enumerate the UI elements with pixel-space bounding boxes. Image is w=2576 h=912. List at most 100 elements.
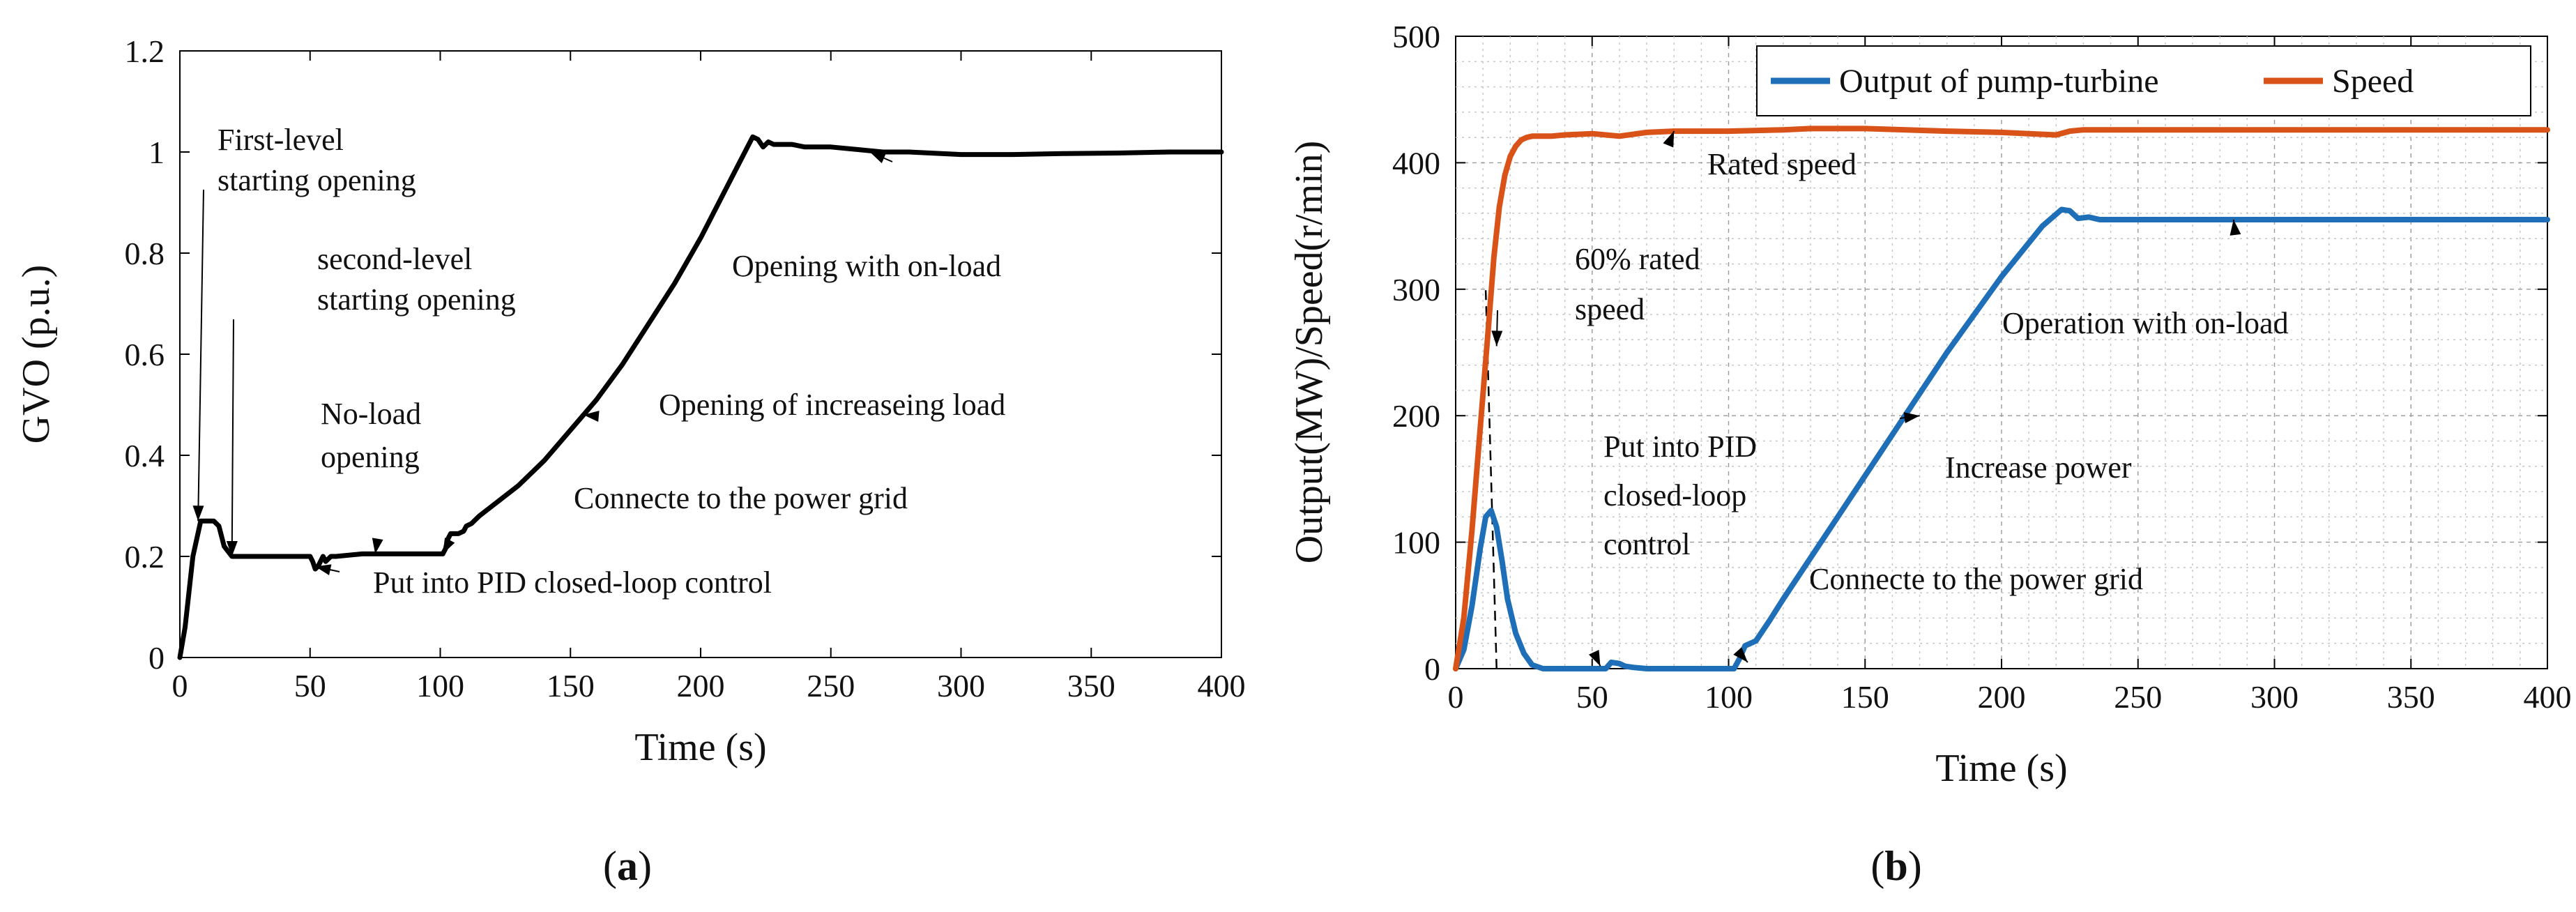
- annotation-label: Connecte to the power grid: [574, 481, 908, 515]
- legend-label-speed: Speed: [2332, 63, 2414, 100]
- x-tick-label: 0: [172, 668, 188, 704]
- x-tick-label: 300: [937, 668, 985, 704]
- y-tick-label: 0: [1424, 651, 1440, 687]
- y-tick-label: 0.4: [125, 438, 165, 473]
- y-tick-label: 1.2: [125, 33, 165, 69]
- x-tick-label: 100: [416, 668, 464, 704]
- annotation-arrow-head: [583, 411, 600, 422]
- x-tick-label: 150: [1841, 679, 1889, 715]
- panel-a-caption-open: (: [603, 843, 617, 889]
- annotation-line: Opening of increaseing load: [659, 388, 1005, 422]
- annotation-label: 60% rated speed: [1575, 242, 1700, 326]
- panel-b-caption-label: (b): [1870, 843, 1921, 889]
- panel-a-x-axis-label: Time (s): [634, 726, 766, 769]
- y-tick-label: 300: [1392, 272, 1440, 307]
- x-tick-label: 50: [1576, 679, 1608, 715]
- y-tick-label: 0: [148, 640, 165, 676]
- panel-b-caption-letter: b: [1884, 843, 1907, 889]
- y-tick-label: 1: [148, 135, 165, 170]
- x-tick-label: 400: [1198, 668, 1246, 704]
- annotation-line: Connecte to the power grid: [574, 481, 908, 515]
- panel-a-y-axis-label: GVO (p.u.): [15, 265, 58, 444]
- x-tick-label: 200: [1978, 679, 2026, 715]
- panel-b-legend: Output of pump-turbine Speed: [1756, 45, 2531, 116]
- panel-b-x-axis-label: Time (s): [1935, 747, 2067, 790]
- panel-b-caption-close: ): [1908, 843, 1922, 889]
- annotation-arrow-head: [1491, 330, 1503, 347]
- series-line-speed: [1453, 126, 2550, 671]
- annotation-arrow-shaft: [197, 189, 204, 522]
- panel-b-series: [1453, 126, 2550, 671]
- annotation-arrow-head: [2230, 220, 2241, 236]
- panel-b-y-axis-label: Output(MW)/Speed(r/min): [1288, 141, 1331, 564]
- annotation-label: Increase power: [1945, 450, 2132, 485]
- panel-a-series: [177, 134, 1224, 660]
- annotation-line: Rated speed: [1707, 147, 1857, 181]
- annotation-arrow-head: [869, 152, 887, 164]
- annotation-line: No-load: [321, 397, 421, 431]
- annotation-line: 60% rated: [1575, 242, 1700, 276]
- annotation-arrow-head: [192, 506, 204, 522]
- annotation-line: opening: [321, 440, 420, 474]
- annotation-arrow-head: [1903, 412, 1920, 424]
- annotation-label: Connecte to the power grid: [1809, 562, 2143, 596]
- annotation-arrow-shaft: [231, 319, 234, 557]
- annotation-line: Put into PID: [1603, 430, 1757, 464]
- panel-a-caption-label: (a): [603, 843, 652, 889]
- x-tick-label: 400: [2524, 679, 2572, 715]
- y-tick-label: 100: [1392, 525, 1440, 561]
- annotation-label: Opening of increaseing load: [659, 388, 1005, 422]
- panel-a-chart: 0 50 100 150 200 250 300 350 400 0 0.2 0.4 0.6 0.8 1 1.…: [15, 33, 1246, 889]
- panel-a-ticks: 0 50 100 150 200 250 300 350 400 0 0.2 0.4 0.6 0.8 1 1.…: [125, 33, 1246, 704]
- y-tick-label: 0.6: [125, 337, 165, 372]
- annotation-label: Opening with on-load: [732, 249, 1001, 283]
- annotation-label: Operation with on-load: [2002, 306, 2289, 340]
- annotation-line: starting opening: [317, 282, 516, 317]
- y-tick-label: 0.8: [125, 236, 165, 271]
- series-line-output-of-pump-turbine: [1453, 206, 2550, 671]
- x-tick-label: 0: [1448, 679, 1464, 715]
- annotation-arrow-head: [1588, 650, 1601, 667]
- panel-b-grid: [1456, 36, 2547, 669]
- annotation-label: Rated speed: [1707, 147, 1857, 181]
- x-tick-label: 100: [1705, 679, 1753, 715]
- panel-b-plot-frame: [1455, 36, 2548, 669]
- annotation-line: Operation with on-load: [2002, 306, 2289, 340]
- annotation-line: Put into PID closed-loop control: [373, 565, 772, 600]
- annotation-label: second-level starting opening: [317, 242, 516, 317]
- annotation-label: Put into PID closed-loop control: [1603, 430, 1757, 561]
- y-tick-label: 500: [1392, 19, 1440, 54]
- legend-box: [1756, 45, 2531, 116]
- annotation-line: Opening with on-load: [732, 249, 1001, 283]
- x-tick-label: 150: [547, 668, 595, 704]
- x-tick-label: 300: [2250, 679, 2299, 715]
- annotation-line: Connecte to the power grid: [1809, 562, 2143, 596]
- x-tick-label: 50: [294, 668, 326, 704]
- panel-b-annotations: Rated speed 60% rated speed Operation with …: [1491, 130, 2289, 667]
- x-tick-label: 350: [2387, 679, 2435, 715]
- annotation-arrow-head: [1663, 131, 1675, 148]
- y-tick-label: 200: [1392, 398, 1440, 434]
- annotation-line: starting opening: [218, 163, 416, 197]
- panel-b-caption-open: (: [1870, 843, 1884, 889]
- x-tick-label: 250: [2114, 679, 2162, 715]
- annotation-arrow-head: [1733, 647, 1748, 662]
- annotation-line: control: [1603, 527, 1691, 561]
- x-tick-label: 200: [677, 668, 725, 704]
- annotation-line: second-level: [317, 242, 472, 276]
- annotation-label: Put into PID closed-loop control: [373, 565, 772, 600]
- annotation-label: First-level starting opening: [218, 123, 416, 197]
- annotation-label: No-load opening: [321, 397, 421, 474]
- y-tick-label: 400: [1392, 145, 1440, 181]
- panel-a-caption-letter: a: [617, 843, 638, 889]
- annotation-arrow-head: [226, 540, 238, 556]
- annotation-arrow-head: [443, 538, 455, 554]
- legend-label-output: Output of pump-turbine: [1839, 63, 2159, 100]
- x-tick-label: 250: [807, 668, 855, 704]
- panel-b-ticks: 0 50 100 150 200 250 300 350 400 0 100 200 300 400 500: [1392, 19, 2572, 715]
- panel-b-chart: 0 50 100 150 200 250 300 350 400 0 100 200 300 400 500…: [1288, 19, 2572, 889]
- annotation-line: First-level: [218, 123, 344, 157]
- x-tick-label: 350: [1067, 668, 1115, 704]
